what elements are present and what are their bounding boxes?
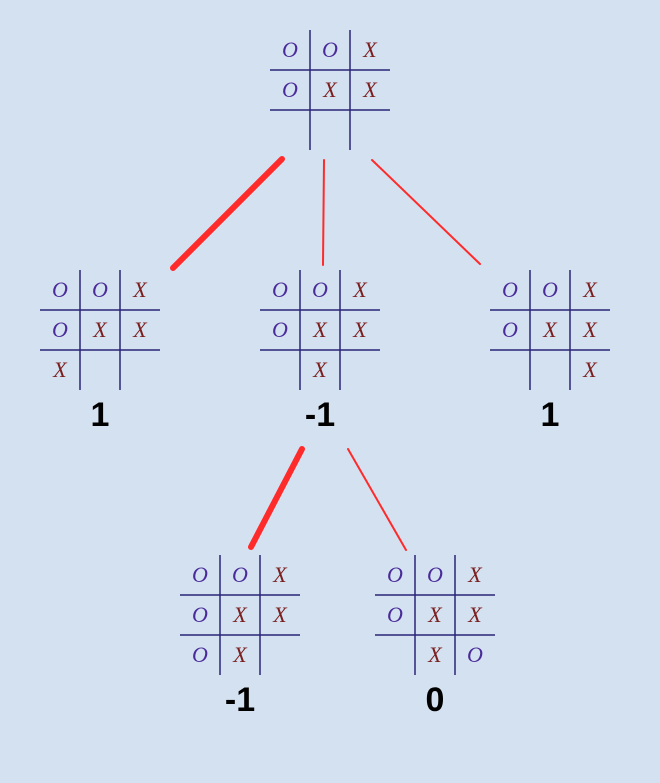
board-cell (260, 635, 300, 675)
node-value: 1 (60, 396, 140, 435)
board-cell (310, 110, 350, 150)
board-cell: X (300, 350, 340, 390)
board-cell (490, 350, 530, 390)
board-cell: O (180, 555, 220, 595)
tree-edge (173, 159, 282, 268)
board-cell: X (415, 635, 455, 675)
board-cell (375, 635, 415, 675)
board-cell: O (40, 310, 80, 350)
board-cell: X (350, 70, 390, 110)
board-cell: X (570, 270, 610, 310)
board-cell: X (300, 310, 340, 350)
tree-edge (348, 449, 406, 550)
board-cell: X (310, 70, 350, 110)
board-cell: O (375, 595, 415, 635)
node-value: -1 (200, 681, 280, 720)
tree-edge (251, 449, 302, 547)
node-value: -1 (280, 396, 360, 435)
board-cell: O (180, 595, 220, 635)
board-cell: X (260, 595, 300, 635)
board-cell: X (415, 595, 455, 635)
board-cell: X (455, 555, 495, 595)
board-cell: O (180, 635, 220, 675)
board-cell: X (340, 310, 380, 350)
board-cell: O (220, 555, 260, 595)
board-cell: O (270, 70, 310, 110)
tictactoe-board: OOXOXXX (260, 270, 380, 390)
board-cell: O (300, 270, 340, 310)
board-cell: X (340, 270, 380, 310)
board-cell: X (220, 595, 260, 635)
board-cell (340, 350, 380, 390)
board-cell: X (455, 595, 495, 635)
board-cell: O (260, 310, 300, 350)
board-cell: O (40, 270, 80, 310)
board-cell: O (375, 555, 415, 595)
tree-edge (323, 160, 324, 265)
board-cell: O (490, 310, 530, 350)
board-cell: X (350, 30, 390, 70)
board-cell: O (415, 555, 455, 595)
board-cell (530, 350, 570, 390)
board-cell: O (310, 30, 350, 70)
board-cell: X (530, 310, 570, 350)
board-cell: O (260, 270, 300, 310)
tictactoe-board: OOXOXXX (490, 270, 610, 390)
board-cell: X (80, 310, 120, 350)
board-cell: X (260, 555, 300, 595)
node-value: 0 (395, 681, 475, 720)
board-cell: O (530, 270, 570, 310)
board-cell (120, 350, 160, 390)
game-tree-diagram: OOXOXXOOXOXXX1OOXOXXX-1OOXOXXX1OOXOXXOX-… (0, 0, 660, 783)
board-cell: X (570, 350, 610, 390)
board-cell: X (120, 270, 160, 310)
board-cell: X (40, 350, 80, 390)
node-value: 1 (510, 396, 590, 435)
board-cell: X (120, 310, 160, 350)
tictactoe-board: OOXOXXXO (375, 555, 495, 675)
board-cell: O (455, 635, 495, 675)
board-cell (80, 350, 120, 390)
board-cell: O (80, 270, 120, 310)
board-cell: O (270, 30, 310, 70)
board-cell: X (570, 310, 610, 350)
tictactoe-board: OOXOXXX (40, 270, 160, 390)
board-cell (270, 110, 310, 150)
tictactoe-board: OOXOXXOX (180, 555, 300, 675)
board-cell: O (490, 270, 530, 310)
board-cell (350, 110, 390, 150)
board-cell (260, 350, 300, 390)
board-cell: X (220, 635, 260, 675)
tree-edge (372, 160, 480, 264)
tictactoe-board: OOXOXX (270, 30, 390, 150)
